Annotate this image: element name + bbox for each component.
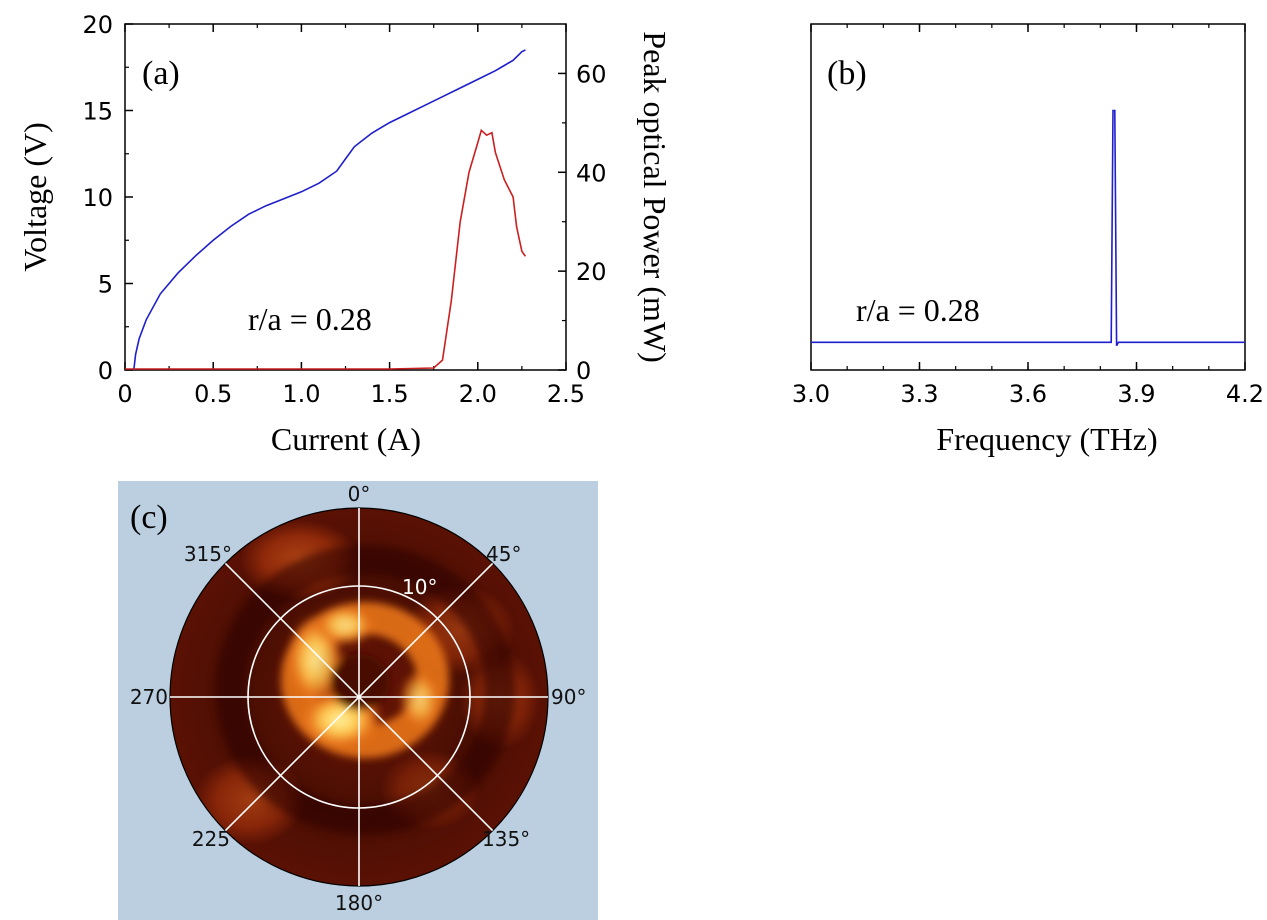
panel-a-x-tick-label: 1.0 — [282, 380, 320, 408]
panel-b-series — [811, 109, 1245, 347]
angle-label-180: 180° — [335, 891, 383, 915]
panel-a-y2label: Peak optical Power (mW) — [637, 31, 673, 362]
panel-a-series — [125, 49, 527, 371]
panel-a-x-tick-label: 2.0 — [459, 380, 497, 408]
voltage-series-line — [133, 49, 526, 371]
panel-b-x-tick-label: 3.9 — [1117, 380, 1155, 408]
spectrum-series-line — [811, 109, 1245, 347]
panel-a-y-tick-label: 15 — [82, 98, 113, 126]
panel-b-xlabel: Frequency (THz) — [936, 421, 1157, 457]
panel-a-y2-tick-label: 0 — [576, 357, 591, 385]
angle-label-135: 135° — [482, 827, 530, 851]
panel-a-y2-tick-label: 40 — [576, 159, 607, 187]
panel-b: 3.0 3.3 3.6 3.9 4.2 (b) r/a = 0.28 Frequency… — [792, 23, 1264, 457]
panel-a-xlabel: Current (A) — [271, 421, 421, 457]
panel-c: (c) 10° 0° 45° 90° 135° 180° 225 270 315… — [118, 481, 598, 920]
panel-c-ring-label: 10° — [402, 575, 437, 599]
panel-b-x-tick-label: 3.0 — [792, 380, 830, 408]
panel-a-ylabel: Voltage (V) — [17, 122, 53, 272]
angle-label-90: 90° — [551, 685, 586, 709]
panel-c-label: (c) — [130, 499, 168, 536]
panel-b-x-tick-label: 3.6 — [1009, 380, 1047, 408]
panel-a-y2-tick-label: 60 — [576, 60, 607, 88]
panel-c-angle-labels: 0° 45° 90° 135° 180° 225 270 315° — [130, 482, 587, 915]
panel-a-x-tick-label: 2.5 — [547, 380, 585, 408]
panel-b-x-tick-label: 4.2 — [1226, 380, 1264, 408]
angle-label-315: 315° — [184, 542, 232, 566]
panel-a-x-tick-label: 1.5 — [371, 380, 409, 408]
panel-a-x-tick-label: 0 — [117, 380, 132, 408]
angle-label-45: 45° — [486, 542, 521, 566]
panel-c-polar-grid — [169, 507, 549, 887]
panel-a-label: (a) — [142, 55, 180, 92]
angle-label-225: 225 — [192, 827, 230, 851]
panel-a-x-tick-label: 0.5 — [194, 380, 232, 408]
panel-a-annotation: r/a = 0.28 — [248, 301, 372, 337]
panel-a-y2-tick-label: 20 — [576, 258, 607, 286]
angle-label-0: 0° — [348, 482, 371, 506]
angle-label-270: 270 — [130, 685, 168, 709]
panel-b-x-tick-label: 3.3 — [900, 380, 938, 408]
panel-a-y-tick-label: 20 — [82, 11, 113, 39]
panel-a-y-tick-label: 0 — [98, 357, 113, 385]
panel-b-annotation: r/a = 0.28 — [856, 292, 980, 328]
panel-a-y-tick-label: 5 — [98, 271, 113, 299]
panel-b-label: (b) — [827, 55, 867, 92]
optical-power-series-line — [125, 128, 527, 370]
panel-b-ticks: 3.0 3.3 3.6 3.9 4.2 — [792, 24, 1264, 408]
panel-a-y-tick-label: 10 — [82, 184, 113, 212]
